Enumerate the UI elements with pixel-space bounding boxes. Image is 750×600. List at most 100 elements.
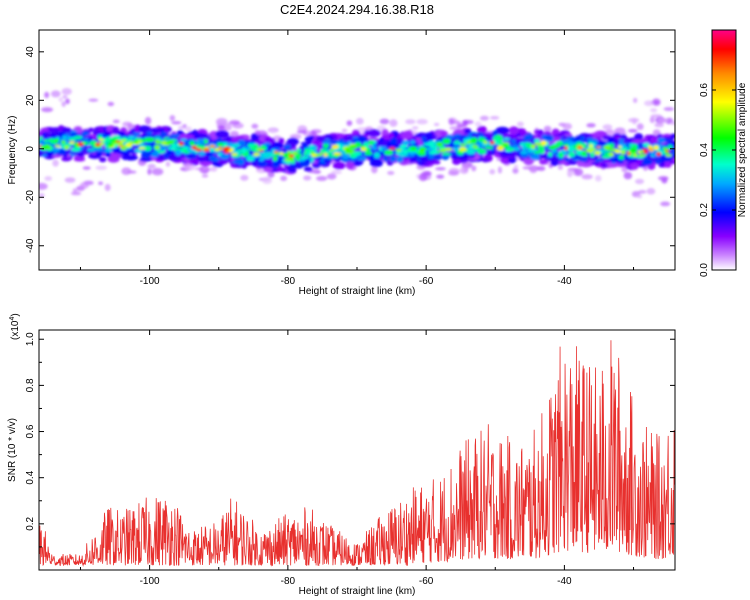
heat-cell: [217, 152, 223, 156]
heat-cell: [107, 101, 115, 107]
heat-cell: [481, 157, 490, 163]
heat-cell: [388, 144, 398, 148]
heat-cell: [87, 127, 95, 133]
heat-cell: [448, 118, 455, 126]
heat-cell: [474, 121, 482, 127]
heat-cell: [472, 145, 479, 149]
heat-cell: [439, 148, 447, 153]
heat-cell: [295, 148, 302, 153]
heat-cell: [663, 107, 675, 111]
snr-ytick-label: 0.2: [25, 516, 36, 530]
heat-cell: [383, 149, 394, 156]
heat-cell: [380, 146, 387, 151]
heat-cell: [479, 115, 489, 121]
colorbar-tick-label: 0.0: [699, 263, 710, 277]
heat-cell: [654, 159, 662, 164]
snr-scale-base: (x10: [10, 320, 21, 340]
heat-cell: [209, 155, 216, 162]
heat-cell: [283, 158, 292, 162]
heat-cell: [459, 147, 467, 152]
heat-cell: [410, 146, 417, 151]
heat-cell: [505, 147, 515, 152]
heat-cell: [273, 142, 284, 149]
heatmap-cells: [39, 88, 675, 207]
heat-cell: [117, 144, 125, 148]
heat-cell: [107, 142, 114, 148]
heat-cell: [171, 121, 182, 125]
heat-cell: [230, 130, 239, 138]
heat-cell: [81, 131, 90, 136]
heat-cell: [247, 143, 254, 148]
heat-cell: [632, 118, 637, 125]
heat-cell: [527, 147, 538, 153]
snr-scale-exp: 4: [9, 317, 16, 321]
heat-cell: [251, 123, 259, 129]
heat-cell: [389, 155, 397, 163]
heat-cell: [54, 138, 59, 143]
heat-cell: [320, 148, 328, 154]
heat-cell: [322, 141, 329, 145]
heat-cell: [540, 135, 547, 140]
heat-cell: [534, 142, 542, 146]
heat-cell: [133, 139, 139, 144]
heat-cell: [539, 159, 548, 165]
heat-cell: [657, 137, 666, 144]
heat-cell: [425, 132, 434, 139]
heat-cell: [321, 155, 332, 159]
spectrogram-panel: -100 -80 -60 -40 40 20 0 -20 -40 Height of strai…: [7, 29, 676, 297]
heat-cell: [288, 154, 295, 158]
heat-cell: [552, 144, 560, 148]
colorbar-tick-label: 0.4: [699, 143, 710, 157]
heat-cell: [395, 148, 402, 152]
heat-cell: [300, 156, 310, 159]
heat-cell: [195, 148, 203, 152]
heat-cell: [39, 193, 45, 198]
heat-cell: [88, 98, 99, 102]
heat-cell: [567, 169, 573, 178]
heat-cell: [441, 152, 452, 156]
heat-cell: [594, 175, 602, 182]
heat-cell: [121, 167, 132, 176]
heat-cell: [485, 146, 494, 150]
heat-cell: [315, 175, 328, 182]
heat-cell: [623, 171, 633, 180]
heat-cell: [627, 129, 638, 133]
heat-cell: [388, 147, 396, 150]
heat-cell: [165, 161, 171, 167]
heatmap-ytick-label: 40: [25, 46, 36, 58]
heat-cell: [144, 116, 152, 125]
heat-cell: [69, 141, 75, 144]
heat-cell: [53, 147, 61, 152]
heat-cell: [345, 147, 351, 151]
heat-cell: [643, 100, 654, 107]
heat-cell: [630, 163, 639, 170]
heat-cell: [65, 98, 70, 105]
heat-cell: [586, 123, 596, 128]
heat-cell: [198, 151, 206, 156]
heat-cell: [402, 140, 410, 145]
heat-cell: [636, 194, 643, 199]
heat-cell: [586, 137, 595, 142]
heat-cell: [98, 138, 105, 142]
heat-cell: [589, 153, 595, 158]
heat-cell: [107, 155, 120, 163]
heat-cell: [489, 141, 495, 145]
heat-cell: [588, 144, 594, 148]
heat-cell: [663, 139, 673, 143]
heat-cell: [145, 137, 155, 143]
heat-cell: [310, 153, 317, 157]
heat-cell: [366, 148, 371, 151]
heat-cell: [360, 147, 367, 152]
heat-cell: [74, 141, 79, 147]
heat-cell: [184, 126, 192, 132]
heat-cell: [481, 141, 491, 147]
heat-cell: [537, 129, 544, 134]
heat-cell: [436, 142, 444, 147]
heat-cell: [562, 123, 573, 130]
heat-cell: [54, 144, 61, 148]
heat-cell: [141, 151, 153, 158]
heat-cell: [70, 191, 82, 196]
heat-cell: [39, 182, 48, 190]
heat-cell: [368, 140, 375, 146]
snr-xtick-label: -40: [557, 576, 572, 587]
